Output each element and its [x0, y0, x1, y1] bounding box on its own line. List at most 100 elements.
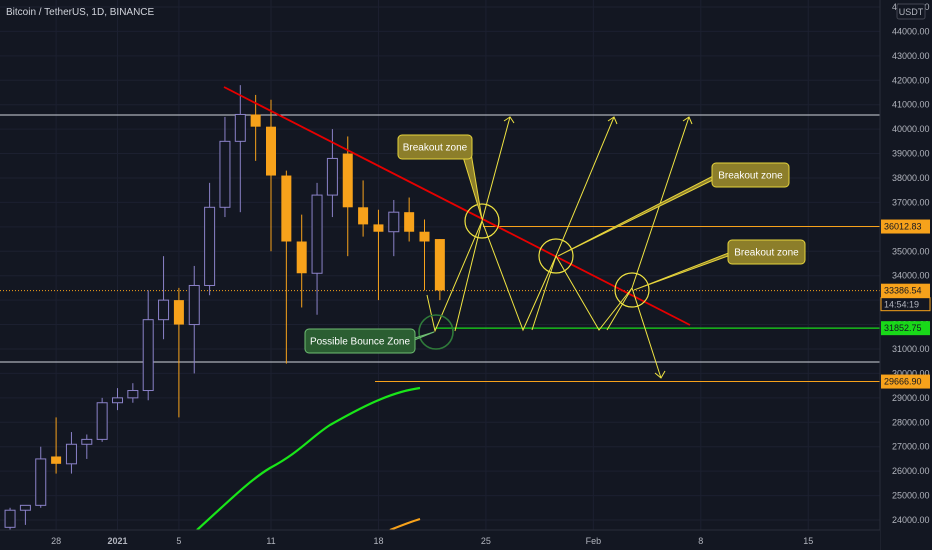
breakout-callout-2[interactable]: Breakout zone	[557, 162, 790, 257]
price-tick-label: 26000.00	[892, 466, 930, 476]
candle-bull	[142, 319, 154, 392]
price-tick-label: 43000.00	[892, 51, 930, 61]
candle-bear	[173, 300, 184, 325]
time-tick-label: 15	[803, 536, 813, 546]
price-tag-3-label: 29666.90	[884, 377, 922, 387]
breakout-callout-2-box[interactable]	[711, 162, 790, 188]
price-tag-2-label: 31852.75	[884, 323, 922, 333]
candle-bear	[266, 126, 276, 176]
time-axis-labels: 28 2021 5 11 18 25 Feb 8 15	[51, 536, 813, 546]
breakout-circle-1	[464, 203, 500, 239]
breakout-callout-1-box[interactable]	[397, 134, 473, 160]
price-tick-label: 39000.00	[892, 149, 930, 159]
price-tick-label: 40000.00	[892, 124, 930, 134]
candle-bull	[127, 390, 139, 399]
candle-bear	[51, 456, 62, 464]
candle-bear	[373, 224, 384, 232]
time-tick-label: Feb	[586, 536, 602, 546]
projection-path	[426, 219, 662, 379]
bounce-callout-box[interactable]	[304, 328, 416, 354]
time-tick-label: 18	[373, 536, 383, 546]
projection-arrowhead-2	[607, 116, 618, 125]
drawings	[223, 86, 693, 379]
price-tick-label: 31000.00	[892, 344, 930, 354]
projection-branch-1	[454, 220, 483, 332]
price-tick-label: 37000.00	[892, 197, 930, 207]
breakout-callout-1[interactable]: Breakout zone	[397, 134, 483, 220]
price-tick-label: 42000.00	[892, 75, 930, 85]
price-tick-label: 29000.00	[892, 393, 930, 403]
price-axis[interactable]	[880, 0, 932, 550]
horizontal-levels	[0, 114, 880, 383]
breakout-circle-3	[614, 272, 650, 308]
candle-bull	[311, 194, 323, 274]
projection-arrowhead-4	[654, 370, 666, 379]
price-tick-label: 34000.00	[892, 271, 930, 281]
bounce-callout-label[interactable]: Possible Bounce Zone	[310, 337, 411, 348]
price-tick-label: 41000.00	[892, 100, 930, 110]
symbol-title: Bitcoin / TetherUS, 1D, BINANCE	[6, 7, 155, 18]
breakout-circle-2	[538, 238, 574, 274]
time-axis[interactable]	[0, 530, 880, 550]
moving-average-green-line	[196, 386, 421, 531]
candle-bull	[219, 140, 231, 208]
candle-bear	[281, 175, 292, 242]
price-tick-label: 28000.00	[892, 417, 930, 427]
candle-bear	[296, 241, 307, 274]
bounce-callout[interactable]: Possible Bounce Zone	[304, 328, 435, 354]
breakout-callout-3[interactable]: Breakout zone	[633, 239, 806, 291]
annotations: Breakout zone Breakout zone Breakout zone P…	[304, 134, 806, 354]
breakout-callout-1-label[interactable]: Breakout zone	[403, 143, 468, 154]
candle-bull	[188, 284, 200, 326]
candle-bear	[342, 153, 353, 208]
candle-bull	[326, 157, 338, 196]
candle-bull	[112, 397, 123, 404]
candle-bull	[388, 211, 400, 233]
candle-bear	[250, 114, 261, 127]
price-tick-label: 24000.00	[892, 515, 930, 525]
price-tick-label: 30000.00	[892, 368, 930, 378]
candle-bear	[434, 239, 445, 291]
price-tag-1-box	[881, 283, 930, 298]
time-tick-label: 28	[51, 536, 61, 546]
currency-button-label[interactable]: USDT	[899, 7, 924, 17]
currency-button[interactable]: USDT	[896, 3, 926, 20]
candle-bull	[4, 509, 16, 528]
price-tick-label: 25000.00	[892, 491, 930, 501]
countdown-tag-label: 14:54:19	[884, 300, 919, 310]
candles	[4, 85, 445, 533]
price-tags: 36012.83 33386.54 14:54:19 31852.75 29666.90	[880, 219, 931, 389]
breakout-callout-3-box[interactable]	[727, 239, 806, 265]
candle-bull	[35, 458, 47, 506]
time-tick-label: 11	[266, 536, 275, 546]
projection-branch-2	[531, 255, 557, 331]
moving-averages	[196, 386, 421, 532]
time-tick-label: 25	[481, 536, 491, 546]
projection-arrow-shaft-3	[631, 116, 690, 289]
projection-arrowhead-1	[503, 116, 515, 124]
bounce-circle	[418, 314, 454, 350]
candle-bear	[419, 231, 430, 242]
candle-bull	[81, 438, 93, 445]
descending-trendline	[223, 86, 691, 326]
candle-bear	[404, 212, 415, 232]
candle-bear	[358, 207, 369, 225]
price-tick-label: 38000.00	[892, 173, 930, 183]
candle-bull	[204, 206, 216, 286]
price-tag-2-box	[881, 321, 930, 336]
moving-average-orange-line	[389, 517, 421, 532]
projection-arrow-shaft-1	[481, 116, 511, 222]
price-tag-3-box	[881, 374, 930, 389]
breakout-callout-3-label[interactable]: Breakout zone	[734, 248, 799, 259]
price-tag-0-box	[881, 219, 930, 234]
projection-arrowhead-3	[682, 116, 693, 125]
candle-bull	[65, 443, 77, 465]
candle-bull	[234, 113, 246, 142]
time-tick-label: 5	[176, 536, 181, 546]
projection-branch-3	[606, 287, 633, 331]
breakout-callout-2-label[interactable]: Breakout zone	[718, 171, 783, 182]
currency-button-box[interactable]	[896, 3, 926, 20]
price-tag-0-label: 36012.83	[884, 222, 922, 232]
